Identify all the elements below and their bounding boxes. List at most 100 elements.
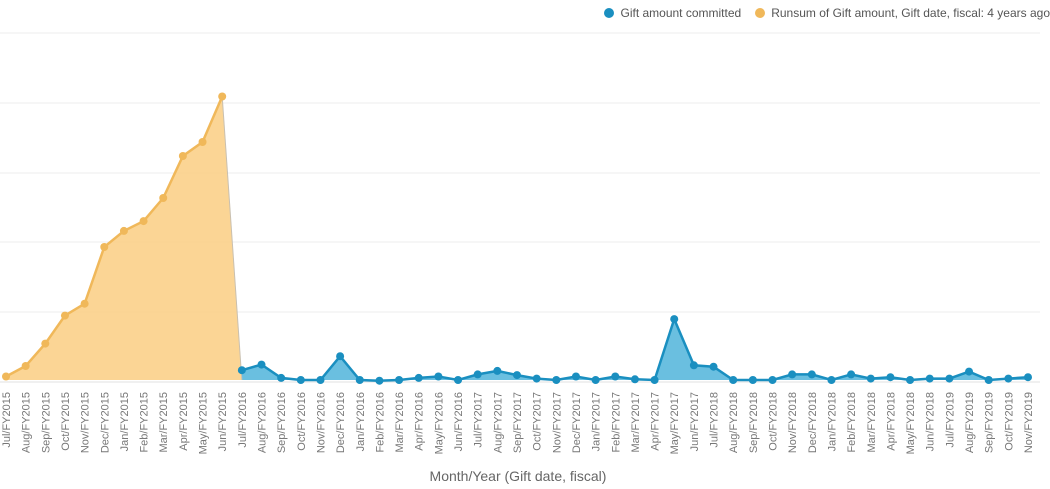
x-tick-0: Jul/FY2015 (1, 392, 13, 448)
chart-legend: Gift amount committed Runsum of Gift amo… (604, 6, 1050, 20)
x-tick-15: Oct/FY2016 (296, 392, 308, 451)
point-committed-12 (237, 366, 246, 375)
area-committed (241, 319, 1028, 381)
point-committed-51 (1004, 374, 1013, 383)
point-committed-32 (630, 375, 639, 384)
point-committed-28 (552, 376, 561, 384)
area-runsum (6, 96, 242, 380)
x-tick-3: Oct/FY2015 (60, 392, 72, 451)
x-axis-title: Month/Year (Gift date, fiscal) (430, 468, 607, 484)
x-tick-26: Sep/FY2017 (512, 392, 524, 453)
point-committed-18 (355, 376, 364, 384)
legend-item-committed[interactable]: Gift amount committed (604, 6, 741, 20)
x-tick-8: Mar/FY2015 (158, 392, 170, 453)
point-runsum-2 (41, 339, 50, 348)
point-committed-40 (788, 370, 797, 379)
x-tick-27: Oct/FY2017 (532, 392, 544, 451)
point-committed-15 (296, 376, 305, 384)
x-tick-28: Nov/FY2017 (551, 392, 563, 453)
x-tick-41: Dec/FY2018 (807, 392, 819, 453)
point-committed-17 (336, 352, 345, 361)
x-tick-22: May/FY2016 (433, 392, 445, 454)
legend-marker-runsum (755, 8, 766, 18)
point-committed-34 (670, 315, 679, 324)
x-tick-9: Apr/FY2015 (178, 392, 190, 451)
point-committed-39 (768, 376, 777, 384)
x-tick-32: Mar/FY2017 (630, 392, 642, 453)
legend-label-committed: Gift amount committed (620, 6, 742, 20)
x-tick-35: Jun/FY2017 (689, 392, 701, 451)
x-tick-40: Nov/FY2018 (787, 392, 799, 453)
point-runsum-5 (100, 243, 109, 251)
point-committed-44 (866, 374, 875, 383)
line-runsum (5, 96, 224, 378)
x-tick-39: Oct/FY2018 (768, 392, 780, 451)
x-tick-18: Jan/FY2016 (355, 392, 367, 451)
x-tick-13: Aug/FY2016 (257, 392, 269, 453)
point-committed-19 (375, 376, 384, 385)
x-tick-44: Mar/FY2018 (866, 392, 878, 453)
x-tick-48: Jul/FY2019 (944, 392, 956, 448)
x-tick-42: Jan/FY2018 (826, 392, 838, 451)
x-tick-6: Jan/FY2015 (119, 392, 131, 451)
point-committed-45 (886, 373, 895, 382)
point-committed-25 (493, 366, 502, 375)
point-committed-48 (945, 374, 954, 383)
x-tick-24: Jul/FY2017 (473, 392, 485, 448)
x-tick-19: Feb/FY2016 (374, 392, 386, 453)
line-runsum-drop (221, 96, 243, 381)
point-committed-31 (611, 372, 620, 381)
point-committed-16 (316, 376, 325, 384)
x-tick-52: Nov/FY2019 (1023, 392, 1035, 453)
x-tick-17: Dec/FY2016 (335, 392, 347, 453)
x-tick-37: Aug/FY2018 (728, 392, 740, 453)
x-tick-46: May/FY2018 (905, 392, 917, 454)
point-committed-29 (571, 372, 580, 381)
line-committed (241, 315, 1029, 382)
point-committed-37 (729, 376, 738, 384)
x-tick-50: Sep/FY2019 (984, 392, 996, 453)
series-areas (6, 96, 1028, 381)
legend-item-runsum[interactable]: Runsum of Gift amount, Gift date, fiscal… (755, 6, 1050, 20)
point-runsum-0 (2, 372, 10, 381)
x-tick-1: Aug/FY2015 (21, 392, 33, 453)
x-tick-5: Dec/FY2015 (99, 392, 111, 453)
x-tick-23: Jun/FY2016 (453, 392, 465, 451)
point-runsum-11 (218, 92, 227, 101)
x-tick-10: May/FY2015 (198, 392, 210, 454)
point-committed-22 (434, 372, 443, 381)
point-committed-46 (906, 376, 915, 384)
point-committed-30 (591, 376, 600, 384)
series-points (2, 92, 1032, 385)
legend-label-runsum: Runsum of Gift amount, Gift date, fiscal… (771, 6, 1050, 20)
x-tick-12: Jul/FY2016 (237, 392, 249, 448)
x-tick-4: Nov/FY2015 (80, 392, 92, 453)
point-committed-38 (748, 376, 757, 384)
point-runsum-7 (139, 217, 148, 226)
point-runsum-9 (178, 152, 187, 160)
point-committed-35 (689, 361, 698, 370)
x-tick-2: Sep/FY2015 (40, 392, 52, 453)
x-tick-14: Sep/FY2016 (276, 392, 288, 453)
point-committed-24 (473, 370, 482, 379)
point-committed-20 (395, 376, 404, 384)
x-tick-11: Jun/FY2015 (217, 392, 229, 451)
point-committed-13 (257, 360, 266, 369)
point-committed-47 (925, 374, 934, 383)
point-runsum-8 (159, 194, 168, 202)
point-committed-43 (847, 370, 856, 379)
x-tick-16: Nov/FY2016 (315, 392, 327, 453)
x-tick-31: Feb/FY2017 (610, 392, 622, 453)
x-tick-labels: Jul/FY2015 Aug/FY2015 Sep/FY2015 Oct/FY2015… (1, 392, 1035, 454)
point-runsum-1 (21, 362, 30, 370)
point-committed-36 (709, 362, 718, 371)
x-tick-33: Apr/FY2017 (650, 392, 662, 451)
point-committed-27 (532, 374, 541, 383)
x-tick-47: Jun/FY2018 (925, 392, 937, 451)
point-committed-33 (650, 376, 659, 384)
point-committed-41 (807, 370, 816, 379)
point-runsum-3 (60, 311, 69, 320)
x-tick-49: Aug/FY2019 (964, 392, 976, 453)
x-tick-29: Dec/FY2017 (571, 392, 583, 453)
